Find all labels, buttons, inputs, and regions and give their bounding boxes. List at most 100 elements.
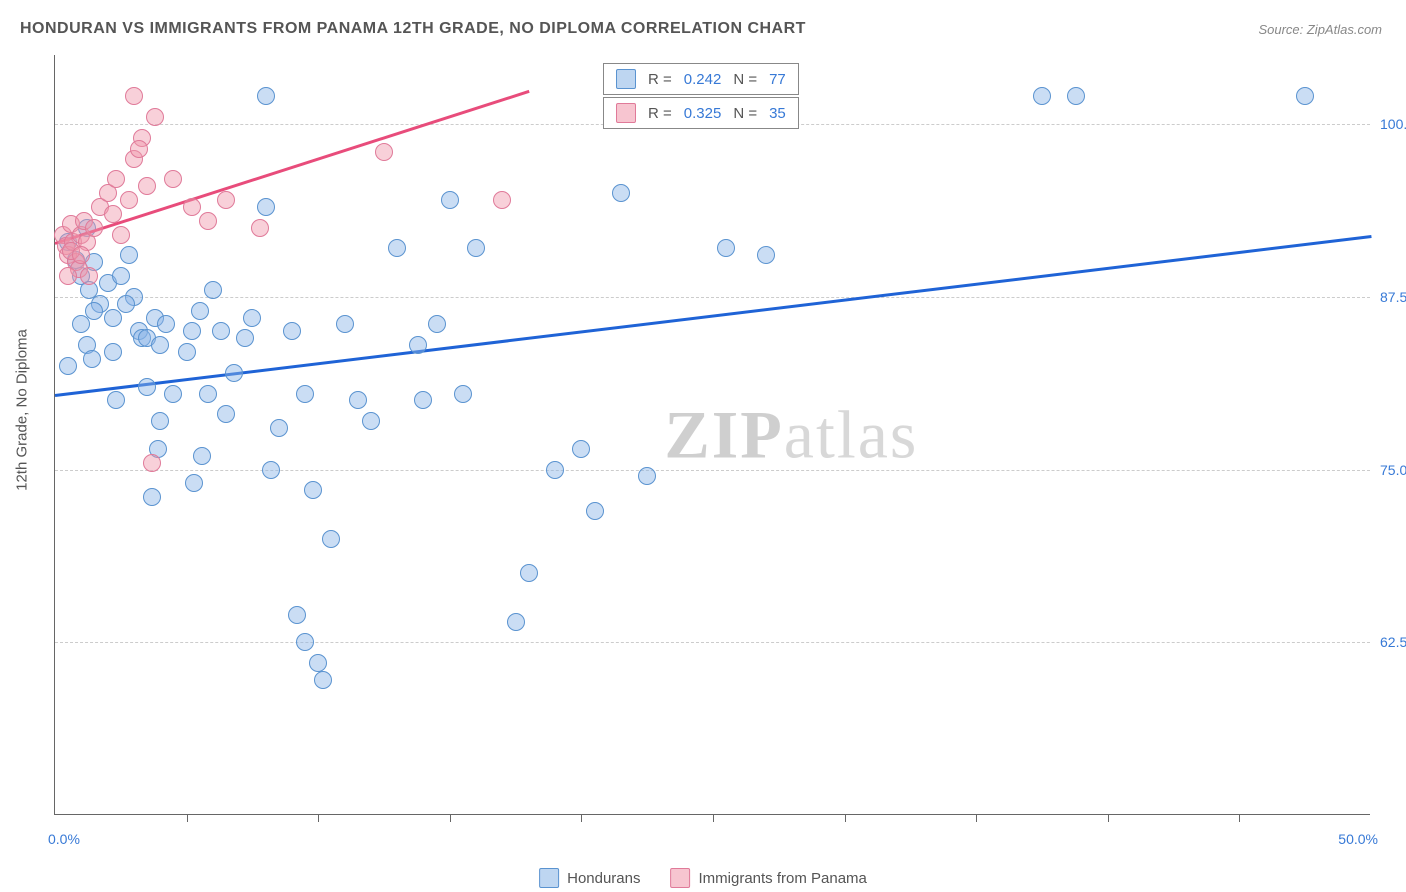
gridline-h	[55, 642, 1370, 643]
scatter-point	[204, 281, 222, 299]
stats-n-value: 77	[769, 71, 786, 88]
scatter-point	[80, 267, 98, 285]
scatter-point	[157, 315, 175, 333]
scatter-point	[104, 343, 122, 361]
x-tick	[976, 814, 977, 822]
scatter-point	[164, 170, 182, 188]
scatter-point	[362, 412, 380, 430]
scatter-point	[243, 309, 261, 327]
scatter-point	[72, 315, 90, 333]
stats-n-label: N =	[733, 105, 757, 122]
y-tick-label: 75.0%	[1380, 462, 1406, 478]
scatter-point	[251, 219, 269, 237]
scatter-point	[217, 191, 235, 209]
legend-item: Immigrants from Panama	[671, 868, 867, 888]
scatter-point	[151, 412, 169, 430]
scatter-point	[72, 246, 90, 264]
scatter-point	[59, 357, 77, 375]
gridline-h	[55, 297, 1370, 298]
scatter-point	[104, 309, 122, 327]
scatter-point	[104, 205, 122, 223]
scatter-point	[217, 405, 235, 423]
chart-title: HONDURAN VS IMMIGRANTS FROM PANAMA 12TH …	[20, 20, 806, 38]
scatter-point	[493, 191, 511, 209]
x-tick	[1239, 814, 1240, 822]
scatter-point	[546, 461, 564, 479]
scatter-point	[138, 378, 156, 396]
scatter-point	[270, 419, 288, 437]
watermark-rest: atlas	[784, 396, 919, 472]
x-tick	[713, 814, 714, 822]
plot-area: ZIPatlas 62.5%75.0%87.5%100.0%R =0.242N …	[54, 55, 1370, 815]
scatter-point	[191, 302, 209, 320]
scatter-point	[428, 315, 446, 333]
stats-r-label: R =	[648, 71, 672, 88]
stats-box-hondurans: R = 0.242 N = 77	[603, 63, 799, 95]
scatter-point	[151, 336, 169, 354]
y-tick-label: 62.5%	[1380, 634, 1406, 650]
scatter-point	[212, 322, 230, 340]
scatter-point	[236, 329, 254, 347]
scatter-point	[441, 191, 459, 209]
x-tick	[450, 814, 451, 822]
scatter-point	[336, 315, 354, 333]
scatter-point	[612, 184, 630, 202]
scatter-point	[304, 481, 322, 499]
scatter-point	[520, 564, 538, 582]
stats-r-label: R =	[648, 105, 672, 122]
stats-n-label: N =	[733, 71, 757, 88]
chart-container: ZIPatlas 62.5%75.0%87.5%100.0%R =0.242N …	[54, 55, 1370, 815]
scatter-point	[185, 474, 203, 492]
scatter-point	[107, 391, 125, 409]
scatter-point	[193, 447, 211, 465]
scatter-point	[349, 391, 367, 409]
scatter-point	[178, 343, 196, 361]
stats-n-value: 35	[769, 105, 786, 122]
scatter-point	[225, 364, 243, 382]
scatter-point	[296, 633, 314, 651]
x-tick	[318, 814, 319, 822]
scatter-point	[322, 530, 340, 548]
scatter-point	[467, 239, 485, 257]
scatter-point	[59, 267, 77, 285]
y-tick-label: 100.0%	[1380, 116, 1406, 132]
y-axis-label: 12th Grade, No Diploma	[14, 329, 31, 491]
scatter-point	[454, 385, 472, 403]
watermark: ZIPatlas	[664, 395, 918, 474]
x-tick	[187, 814, 188, 822]
scatter-point	[586, 502, 604, 520]
y-tick-label: 87.5%	[1380, 289, 1406, 305]
stats-swatch	[616, 103, 636, 123]
gridline-h	[55, 470, 1370, 471]
scatter-point	[257, 198, 275, 216]
legend-swatch	[671, 868, 691, 888]
scatter-point	[388, 239, 406, 257]
x-axis-max-label: 50.0%	[1338, 831, 1378, 847]
scatter-point	[314, 671, 332, 689]
scatter-point	[130, 140, 148, 158]
scatter-point	[199, 385, 217, 403]
scatter-point	[757, 246, 775, 264]
scatter-point	[309, 654, 327, 672]
scatter-point	[375, 143, 393, 161]
stats-swatch	[616, 69, 636, 89]
trend-line-panama	[55, 90, 530, 245]
scatter-point	[112, 226, 130, 244]
scatter-point	[164, 385, 182, 403]
scatter-point	[283, 322, 301, 340]
scatter-point	[138, 177, 156, 195]
scatter-point	[1033, 87, 1051, 105]
scatter-point	[257, 87, 275, 105]
scatter-point	[717, 239, 735, 257]
scatter-point	[507, 613, 525, 631]
legend: HonduransImmigrants from Panama	[539, 868, 867, 888]
scatter-point	[572, 440, 590, 458]
scatter-point	[117, 295, 135, 313]
stats-r-value: 0.242	[684, 71, 722, 88]
x-tick	[845, 814, 846, 822]
legend-swatch	[539, 868, 559, 888]
scatter-point	[262, 461, 280, 479]
x-tick	[1108, 814, 1109, 822]
scatter-point	[85, 302, 103, 320]
scatter-point	[414, 391, 432, 409]
